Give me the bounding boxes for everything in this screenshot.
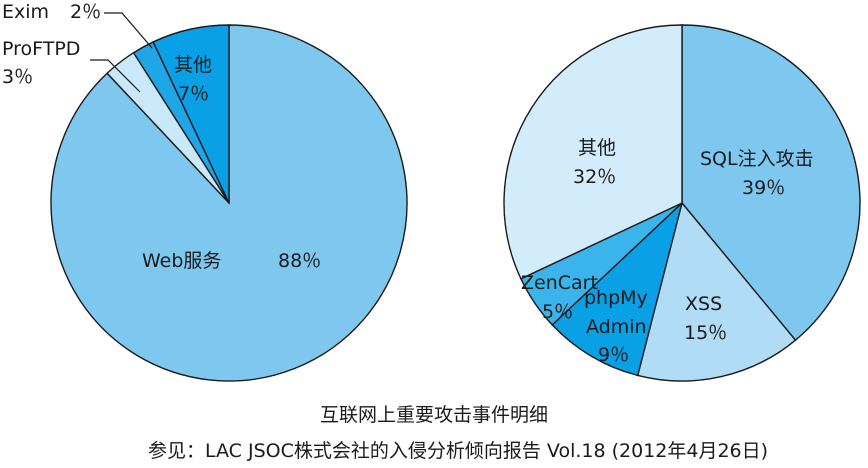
label-phpmyadmin-line2: Admin xyxy=(586,316,647,338)
label-other-right-percent: 32％ xyxy=(573,166,616,188)
pie-charts: Web服务 88％ 其他 7％ ProFTPD 3％ Exim 2％ SQL注入攻击 39％ 其他 3… xyxy=(2,1,861,382)
label-xss: XSS xyxy=(685,293,722,315)
attack-pie-slice-4 xyxy=(503,24,683,280)
label-proftpd-percent: 3％ xyxy=(2,66,33,88)
attack-pie-slice-0 xyxy=(681,24,861,342)
label-zencart-percent: 5％ xyxy=(542,301,573,323)
leader-proftpd xyxy=(90,59,141,93)
label-sql-injection-percent: 39％ xyxy=(742,177,785,199)
figure-source-note: 参见：LAC JSOC株式会社的入侵分析倾向报告 Vol.18 (2012年4月… xyxy=(148,440,769,462)
attack-pie-slice-2 xyxy=(551,200,684,377)
pie-chart-servers xyxy=(50,24,408,382)
server-pie-slice-0 xyxy=(50,24,408,382)
chart-labels: Web服务 88％ 其他 7％ ProFTPD 3％ Exim 2％ SQL注入攻击 39％ 其他 3… xyxy=(2,1,814,366)
label-exim: Exim xyxy=(2,1,49,23)
label-web-service-percent: 88％ xyxy=(278,250,321,272)
label-xss-percent: 15％ xyxy=(684,322,727,344)
label-other-right: 其他 xyxy=(578,137,616,159)
label-phpmyadmin-percent: 9％ xyxy=(598,344,629,366)
label-web-service: Web服务 xyxy=(142,250,221,272)
label-other-left: 其他 xyxy=(174,54,212,76)
pie-chart-attacks xyxy=(503,24,861,382)
leader-exim xyxy=(104,12,153,49)
label-exim-percent: 2％ xyxy=(70,1,101,23)
attack-pie-slice-1 xyxy=(636,201,797,382)
label-proftpd: ProFTPD xyxy=(2,38,80,60)
server-pie-slice-3 xyxy=(152,24,230,204)
label-zencart: ZenCart xyxy=(521,272,598,294)
figure-caption: 互联网上重要攻击事件明细 xyxy=(319,404,548,426)
label-other-left-percent: 7％ xyxy=(178,83,209,105)
label-sql-injection: SQL注入攻击 xyxy=(700,148,814,170)
label-phpmyadmin-line1: phpMy xyxy=(584,287,648,309)
